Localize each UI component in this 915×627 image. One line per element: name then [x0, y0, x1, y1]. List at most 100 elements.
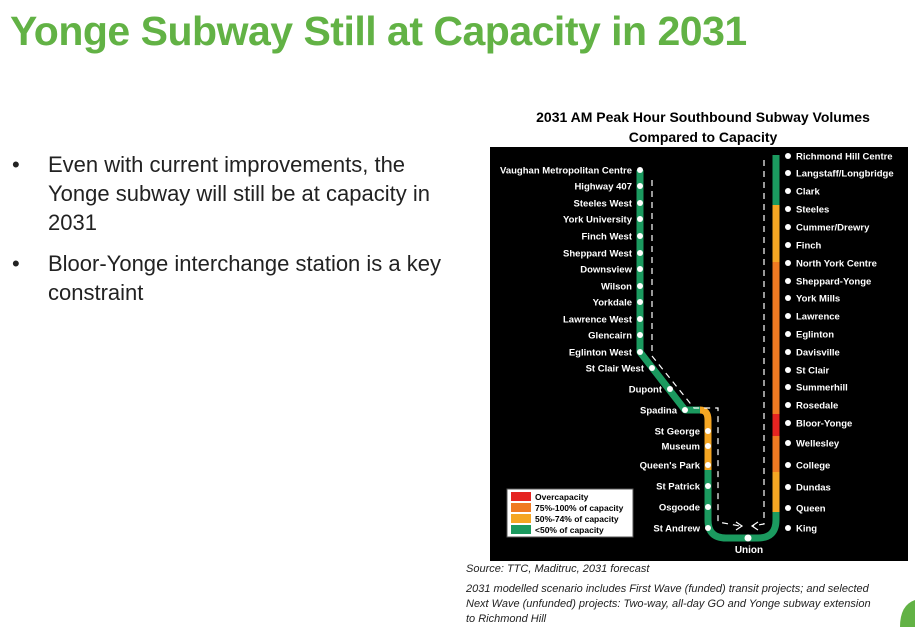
corner-decoration [900, 600, 915, 627]
station-dot [637, 349, 643, 355]
station-label: Richmond Hill Centre [796, 152, 893, 163]
station-dot [637, 200, 643, 206]
station-dot [705, 525, 711, 531]
station-dot [637, 183, 643, 189]
legend: Overcapacity 75%-100% of capacity 50%-74… [506, 488, 634, 538]
direction-dashes [651, 160, 765, 527]
station-label: Cummer/Drewry [796, 223, 870, 234]
station-label: York University [563, 215, 633, 226]
station-label: Union [735, 545, 763, 556]
station-label: Downsview [580, 265, 632, 276]
station-dot [785, 367, 791, 373]
station-dot [637, 233, 643, 239]
footnote: Next Wave (unfunded) projects: Two-way, … [466, 598, 871, 610]
station-label: Highway 407 [574, 182, 632, 193]
station-dot [705, 483, 711, 489]
station-label: Rosedale [796, 401, 838, 412]
station-label: Eglinton [796, 330, 834, 341]
station-dot [637, 299, 643, 305]
station-dot [785, 505, 791, 511]
station-label: Yorkdale [593, 298, 632, 309]
station-dot [785, 170, 791, 176]
station-label: St George [655, 427, 700, 438]
station-dot [637, 167, 643, 173]
station-dot [744, 534, 752, 542]
station-label: Clark [796, 187, 820, 198]
station-label: St Patrick [656, 482, 701, 493]
legend-swatch [511, 503, 531, 512]
station-label: Sheppard-Yonge [796, 277, 871, 288]
legend-label: 75%-100% of capacity [535, 503, 624, 513]
station-dot [637, 266, 643, 272]
station-label: Sheppard West [563, 249, 633, 260]
station-dot [785, 260, 791, 266]
station-dot [785, 153, 791, 159]
legend-label: 50%-74% of capacity [535, 514, 619, 524]
footnote: 2031 modelled scenario includes First Wa… [466, 583, 869, 595]
station-label: Finch West [582, 232, 633, 243]
station-dot [705, 428, 711, 434]
station-label: Queen's Park [640, 461, 701, 472]
station-dot [667, 386, 673, 392]
station-dot [637, 332, 643, 338]
station-label: Langstaff/Longbridge [796, 169, 894, 180]
station-label: Wilson [601, 282, 632, 293]
station-label: Wellesley [796, 439, 840, 450]
station-label: Queen [796, 504, 826, 515]
station-dot [637, 283, 643, 289]
station-dot [637, 216, 643, 222]
station-dot [785, 420, 791, 426]
station-dot [705, 443, 711, 449]
station-dot [785, 206, 791, 212]
line-segment [699, 406, 712, 470]
station-label: Finch [796, 241, 822, 252]
slide-title: Yonge Subway Still at Capacity in 2031 [10, 8, 747, 54]
station-label: Lawrence West [563, 315, 633, 326]
source-note: Source: TTC, Maditruc, 2031 forecast [466, 563, 650, 575]
legend-label: Overcapacity [535, 492, 589, 502]
direction-arrow [735, 521, 759, 531]
station-dot [785, 278, 791, 284]
station-label: Lawrence [796, 312, 840, 323]
station-label: Eglinton West [569, 348, 633, 359]
station-label: St Andrew [653, 524, 700, 535]
station-dot [785, 224, 791, 230]
station-label: Glencairn [588, 331, 632, 342]
station-label: York Mills [796, 294, 840, 305]
station-dot [637, 316, 643, 322]
legend-swatch [511, 514, 531, 523]
station-dot [785, 402, 791, 408]
bullet: Bloor-Yonge interchange station is a key… [12, 249, 442, 307]
bullet-list: Even with current improvements, the Yong… [12, 150, 442, 319]
station-dot [705, 462, 711, 468]
station-label: College [796, 461, 830, 472]
station-dot [785, 349, 791, 355]
station-dot [785, 525, 791, 531]
station-dot [705, 504, 711, 510]
station-dot [785, 313, 791, 319]
station-label: Dupont [629, 385, 663, 396]
legend-label: <50% of capacity [535, 525, 604, 535]
station-label: Bloor-Yonge [796, 419, 852, 430]
station-label: St Clair [796, 366, 830, 377]
station-dot [785, 242, 791, 248]
station-dot [785, 440, 791, 446]
station-label: North York Centre [796, 259, 877, 270]
station-dot [637, 250, 643, 256]
station-dot [785, 484, 791, 490]
bullet: Even with current improvements, the Yong… [12, 150, 442, 237]
station-dot [649, 365, 655, 371]
station-label: Museum [661, 442, 700, 453]
station-label: Spadina [640, 406, 678, 417]
station-label: Steeles [796, 205, 829, 216]
station-dot [785, 384, 791, 390]
legend-swatch [511, 525, 531, 534]
station-label: Steeles West [574, 199, 633, 210]
station-label: Davisville [796, 348, 840, 359]
station-label: Osgoode [659, 503, 700, 514]
legend-swatch [511, 492, 531, 501]
footnote: to Richmond Hill [466, 613, 547, 625]
station-label: King [796, 524, 817, 535]
